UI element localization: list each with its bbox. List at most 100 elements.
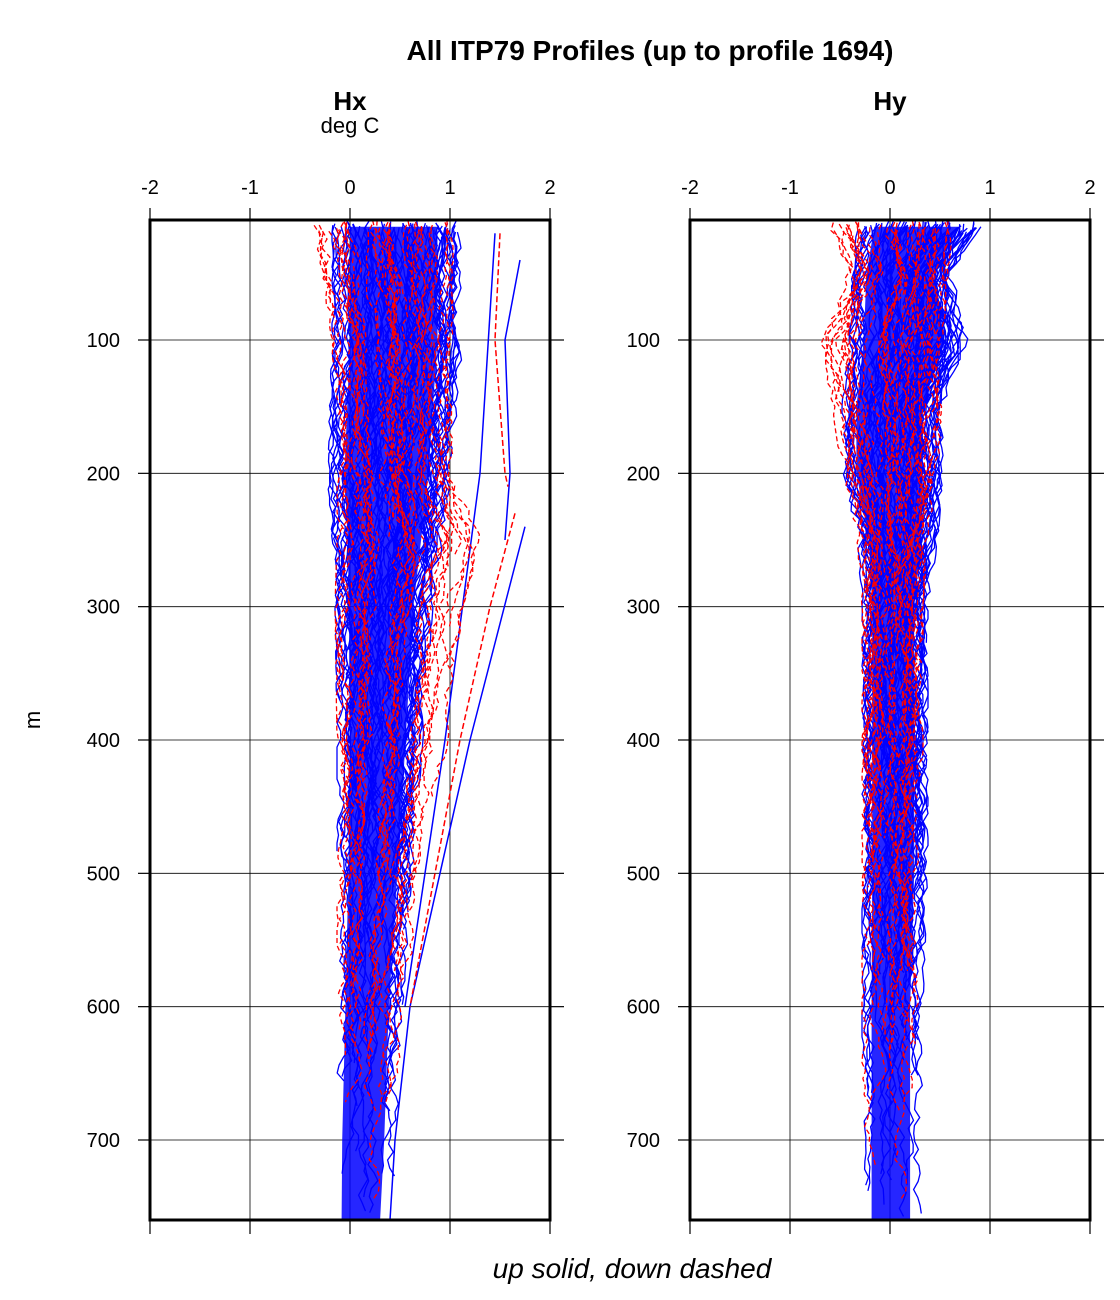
profile-trace-down bbox=[830, 223, 882, 841]
profile-trace-up bbox=[336, 224, 363, 1082]
y-tick-label: 300 bbox=[627, 597, 660, 619]
profile-trace-down bbox=[370, 231, 400, 521]
profile-trace-down bbox=[442, 229, 476, 671]
profile-trace-down bbox=[396, 230, 455, 967]
profile-trace-down bbox=[426, 228, 463, 558]
profile-trace-down bbox=[829, 224, 881, 961]
x-tick-label: 1 bbox=[984, 177, 995, 199]
profile-trace-up bbox=[381, 222, 449, 1112]
profile-trace-down bbox=[372, 220, 409, 885]
y-tick-label: 700 bbox=[627, 1130, 660, 1152]
profile-trace-down bbox=[841, 227, 880, 773]
profile-outlier-down bbox=[409, 513, 516, 1007]
profile-trace-down bbox=[318, 230, 355, 807]
profile-trace-up bbox=[918, 227, 978, 804]
profile-trace-down bbox=[368, 231, 416, 1049]
profile-trace-down bbox=[383, 221, 414, 631]
profile-trace-down bbox=[313, 224, 350, 1002]
profile-trace-down bbox=[377, 220, 445, 1022]
traces-hy bbox=[820, 220, 982, 1220]
panel-title-hx: Hx bbox=[333, 86, 367, 116]
panel-hx: Hx deg C -2 -1 0 1 2 100 200 300 400 500 600 700 bbox=[87, 86, 564, 1234]
panel-unit-hx: deg C bbox=[321, 113, 380, 138]
profile-outlier-up bbox=[389, 526, 526, 1220]
profile-trace-up bbox=[911, 223, 975, 840]
profile-trace-down bbox=[896, 224, 918, 730]
profile-trace-down bbox=[368, 223, 448, 1201]
x-tick-label: -2 bbox=[141, 177, 159, 199]
profile-trace-down bbox=[319, 230, 353, 1056]
y-tick-label: 600 bbox=[627, 997, 660, 1019]
profile-trace-up bbox=[408, 229, 456, 710]
x-tick-label: -1 bbox=[781, 177, 799, 199]
x-tick-label: -2 bbox=[681, 177, 699, 199]
x-tick-label: 2 bbox=[1084, 177, 1095, 199]
profile-trace-down bbox=[840, 222, 888, 1103]
x-tick-label: 2 bbox=[544, 177, 555, 199]
profile-trace-up bbox=[909, 227, 976, 948]
profile-trace-down bbox=[340, 226, 376, 987]
y-tick-label: 500 bbox=[627, 863, 660, 885]
profile-trace-down bbox=[888, 228, 908, 558]
profile-trace-down bbox=[336, 231, 368, 544]
profile-trace-down bbox=[877, 228, 906, 598]
profile-trace-down bbox=[893, 232, 920, 961]
profile-trace-down bbox=[343, 221, 378, 1030]
profile-trace-down bbox=[880, 221, 903, 631]
profile-trace-down bbox=[318, 224, 355, 954]
profile-trace-down bbox=[430, 222, 480, 799]
profile-trace-down bbox=[340, 222, 376, 1103]
y-tick-label: 400 bbox=[627, 730, 660, 752]
profile-outlier-up bbox=[504, 259, 521, 541]
y-tick-label: 400 bbox=[87, 730, 120, 752]
y-tick-label: 600 bbox=[87, 997, 120, 1019]
profile-trace-up bbox=[384, 227, 446, 1101]
profile-trace-down bbox=[367, 220, 407, 1061]
profile-trace-down bbox=[912, 222, 952, 799]
profile-trace-down bbox=[900, 230, 932, 967]
traces-hx bbox=[313, 220, 526, 1220]
y-tick-label: 200 bbox=[627, 463, 660, 485]
y-tick-label: 700 bbox=[87, 1130, 120, 1152]
profile-trace-down bbox=[880, 227, 904, 1052]
y-tick-label: 200 bbox=[87, 463, 120, 485]
profile-trace-down bbox=[378, 221, 450, 1103]
profile-trace-down bbox=[824, 222, 877, 1167]
y-tick-label: 100 bbox=[87, 330, 120, 352]
profile-trace-down bbox=[846, 226, 887, 987]
y-tick-label: 100 bbox=[627, 330, 660, 352]
y-tick-label: 300 bbox=[87, 597, 120, 619]
profile-trace-up bbox=[911, 231, 967, 1041]
profile-trace-up bbox=[330, 226, 345, 852]
profile-trace-down bbox=[406, 225, 449, 891]
x-tick-label: 0 bbox=[884, 177, 895, 199]
profile-trace-down bbox=[824, 230, 876, 807]
profile-trace-down bbox=[912, 228, 937, 558]
profile-trace-down bbox=[387, 228, 426, 598]
series-down-hx bbox=[313, 220, 516, 1201]
profile-trace-down bbox=[900, 221, 924, 1103]
footer-label: up solid, down dashed bbox=[493, 1253, 773, 1284]
profile-outlier-down bbox=[494, 233, 509, 487]
panel-hy: Hy -2 -1 0 1 2 100 200 300 400 500 600 700 bbox=[627, 86, 1104, 1234]
profile-trace-up bbox=[327, 225, 345, 674]
chart-title: All ITP79 Profiles (up to profile 1694) bbox=[407, 35, 894, 66]
x-tick-label: -1 bbox=[241, 177, 259, 199]
profile-trace-down bbox=[344, 222, 380, 799]
x-tick-label: 0 bbox=[344, 177, 355, 199]
profile-density-up bbox=[856, 226, 959, 1220]
profile-trace-down bbox=[849, 221, 889, 1030]
x-tick-label: 1 bbox=[444, 177, 455, 199]
profile-trace-down bbox=[363, 222, 415, 1112]
profile-trace-down bbox=[820, 223, 877, 897]
profile-trace-down bbox=[388, 228, 420, 558]
profile-trace-down bbox=[391, 226, 452, 972]
profile-trace-down bbox=[894, 220, 920, 1022]
profile-trace-down bbox=[838, 230, 880, 888]
y-tick-label: 500 bbox=[87, 863, 120, 885]
profile-trace-down bbox=[901, 227, 936, 1045]
profile-trace-down bbox=[384, 224, 469, 1106]
profile-trace-down bbox=[914, 229, 949, 671]
profile-trace-up bbox=[923, 226, 982, 643]
